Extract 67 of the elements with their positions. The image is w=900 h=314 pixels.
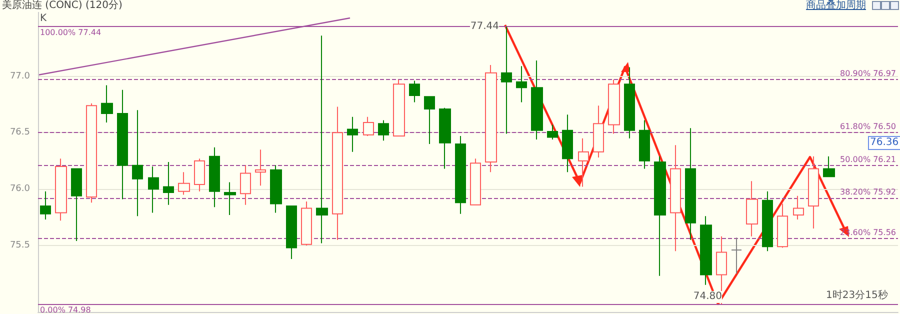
candlestick [746,180,758,237]
candlestick [777,203,788,248]
candlestick [501,26,512,134]
candlestick [516,66,527,103]
candlestick [71,168,82,242]
candlestick [654,156,666,276]
candlestick [132,110,143,217]
candlestick [194,158,205,192]
candlestick [240,164,251,206]
candlestick [608,79,620,134]
candlestick [393,79,405,137]
candlestick [332,106,343,240]
candlestick [378,120,389,142]
candlestick [409,80,420,103]
candlestick [578,138,589,188]
candlestick [700,216,712,286]
candlestick [531,60,543,140]
candlestick [793,195,804,220]
y-tick-label: 76.5 [10,128,30,138]
ref-line-label: 50.00% 76.21 [840,154,896,164]
y-tick-label: 76.0 [10,184,30,194]
candlestick [117,89,128,200]
ref-line-label: 38.20% 75.92 [840,188,896,197]
ref-line-label: 100.00% 77.44 [40,28,102,38]
candlestick [55,158,67,222]
candlestick [670,144,681,252]
candlestick [301,200,312,246]
candlestick [424,96,435,144]
annotation: 77.44 [470,20,500,33]
candlestick [547,124,558,140]
candlestick [470,158,481,206]
ref-line-label: 0.00% 74.98 [40,306,91,314]
candlestick [270,164,282,214]
candlestick [731,237,742,274]
candlestick [624,66,635,139]
candlestick [455,136,466,214]
candlestick [639,120,650,170]
candlestick [485,64,497,173]
candlestick [255,149,266,186]
annotation: 1时23分15秒 [826,290,888,302]
candlestick [562,114,573,173]
candlestick [209,146,220,208]
candlestick [439,107,451,170]
candlestick [762,190,773,252]
text: 周期 [846,0,866,12]
candlestick [148,166,159,214]
candlestick [286,205,297,260]
annotation: 76.36 [868,136,900,150]
y-tick-label: 77.0 [10,71,30,82]
candlestick [40,190,51,220]
candlestick [86,102,97,204]
candlestick [685,128,696,240]
ref-line-label: 80.90% 76.97 [840,69,896,78]
candlestick [593,105,604,158]
candlestick [363,116,374,137]
candlestick [808,156,819,230]
candlestick [347,116,358,152]
annotation: 74.80 [693,291,722,304]
candlestick [823,156,835,178]
candlestick [316,35,328,244]
candlestick [163,162,174,206]
candlestick [101,84,113,124]
candlestick [178,172,190,196]
annotation: K [40,13,47,25]
candlestick [224,182,236,216]
y-tick-label: 75.5 [10,240,30,250]
ref-line-label: 61.80% 76.50 [840,122,896,132]
